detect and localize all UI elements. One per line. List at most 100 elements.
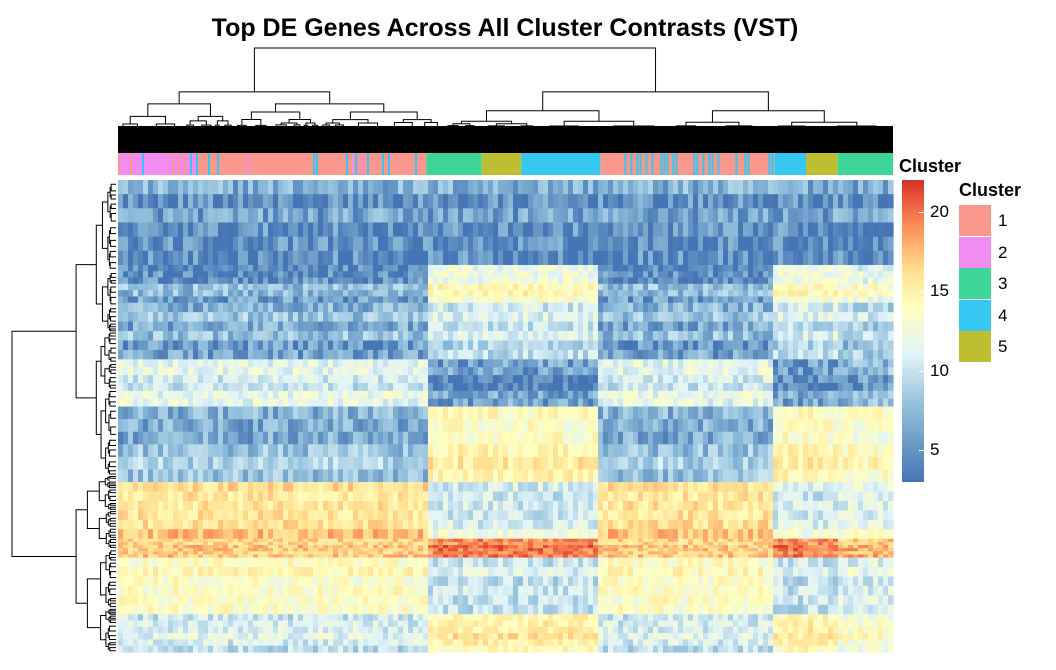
heatmap-cell	[373, 296, 379, 304]
heatmap-cell	[618, 398, 624, 408]
annotation-tick	[130, 153, 132, 175]
heatmap-cell	[543, 312, 549, 323]
heatmap-cell	[333, 340, 339, 351]
heatmap-cell	[523, 321, 529, 332]
heatmap-cell	[728, 180, 734, 195]
heatmap-cell	[273, 456, 279, 471]
heatmap-cell	[873, 340, 879, 351]
heatmap-cell	[213, 419, 219, 433]
heatmap-cell	[158, 194, 164, 209]
heatmap-cell	[343, 180, 349, 195]
heatmap-cell	[818, 271, 824, 279]
heatmap-cell	[273, 236, 279, 252]
heatmap-cell	[773, 277, 779, 285]
heatmap-cell	[683, 382, 689, 392]
heatmap-cell	[798, 236, 804, 252]
heatmap-cell	[703, 290, 709, 298]
heatmap-cell	[723, 331, 729, 342]
heatmap-cell	[178, 236, 184, 252]
heatmap-cell	[183, 375, 189, 384]
heatmap-cell	[688, 456, 694, 471]
heatmap-cell	[513, 375, 519, 384]
column-dendrogram-leaves	[118, 126, 893, 153]
heatmap-cell	[163, 194, 169, 209]
heatmap-cell	[723, 321, 729, 332]
heatmap-cell	[568, 367, 574, 376]
heatmap-cell	[178, 194, 184, 209]
heatmap-cell	[778, 469, 784, 483]
heatmap-cell	[463, 302, 469, 313]
column-dendrogram-branch	[460, 120, 513, 124]
heatmap-cell	[688, 312, 694, 323]
heatmap-cell	[358, 331, 364, 342]
heatmap-cell	[228, 302, 234, 313]
heatmap-cell	[328, 390, 334, 400]
heatmap-cell	[263, 349, 269, 360]
heatmap-cell	[748, 331, 754, 342]
heatmap-cell	[768, 208, 774, 224]
heatmap-cell	[488, 431, 494, 445]
heatmap-cell	[593, 382, 599, 392]
heatmap-cell	[673, 222, 679, 238]
heatmap-cell	[573, 277, 579, 285]
heatmap-cell	[778, 382, 784, 392]
heatmap-cell	[848, 382, 854, 392]
heatmap-cell	[383, 180, 389, 195]
heatmap-cell	[508, 456, 514, 471]
heatmap-cell	[708, 444, 714, 458]
heatmap-cell	[808, 222, 814, 238]
heatmap-cell	[298, 302, 304, 313]
heatmap-cell	[368, 382, 374, 392]
heatmap-cell	[183, 349, 189, 360]
heatmap-cell	[683, 406, 689, 420]
heatmap-cell	[778, 349, 784, 360]
heatmap-cell	[358, 340, 364, 351]
heatmap-cell	[803, 469, 809, 483]
heatmap-cell	[673, 180, 679, 195]
heatmap-cell	[283, 431, 289, 445]
heatmap-cell	[623, 331, 629, 342]
heatmap-cell	[163, 222, 169, 238]
heatmap-cell	[358, 180, 364, 195]
heatmap-cell	[203, 296, 209, 304]
heatmap-cell	[763, 398, 769, 408]
heatmap-cell	[783, 222, 789, 238]
heatmap-cell	[373, 312, 379, 323]
heatmap-cell	[508, 444, 514, 458]
heatmap-cell	[803, 271, 809, 279]
heatmap-cell	[188, 367, 194, 376]
heatmap-cell	[493, 302, 499, 313]
heatmap-cell	[293, 349, 299, 360]
heatmap-cell	[883, 277, 889, 285]
heatmap-cell	[758, 382, 764, 392]
heatmap-cell	[693, 340, 699, 351]
heatmap-cell	[733, 340, 739, 351]
heatmap-cell	[858, 331, 864, 342]
heatmap-cell	[243, 208, 249, 224]
heatmap-cell	[663, 367, 669, 376]
heatmap-cell	[608, 208, 614, 224]
heatmap-cell	[868, 367, 874, 376]
heatmap-cell	[708, 302, 714, 313]
heatmap-cell	[178, 482, 184, 493]
heatmap-cell	[673, 382, 679, 392]
heatmap-cell	[703, 419, 709, 433]
heatmap-cell	[153, 302, 159, 313]
heatmap-cell	[373, 349, 379, 360]
heatmap-cell	[223, 406, 229, 420]
heatmap-cell	[343, 236, 349, 252]
heatmap-cell	[168, 367, 174, 376]
heatmap-cell	[278, 264, 284, 272]
heatmap-cell	[503, 375, 509, 384]
heatmap-cell	[253, 194, 259, 209]
heatmap-cell	[668, 296, 674, 304]
heatmap-cell	[323, 321, 329, 332]
heatmap-cell	[408, 277, 414, 285]
heatmap-cell	[768, 302, 774, 313]
heatmap-cell	[208, 277, 214, 285]
heatmap-cell	[643, 194, 649, 209]
heatmap-cell	[363, 283, 369, 291]
heatmap-cell	[398, 180, 404, 195]
heatmap-cell	[353, 375, 359, 384]
heatmap-cell	[348, 456, 354, 471]
